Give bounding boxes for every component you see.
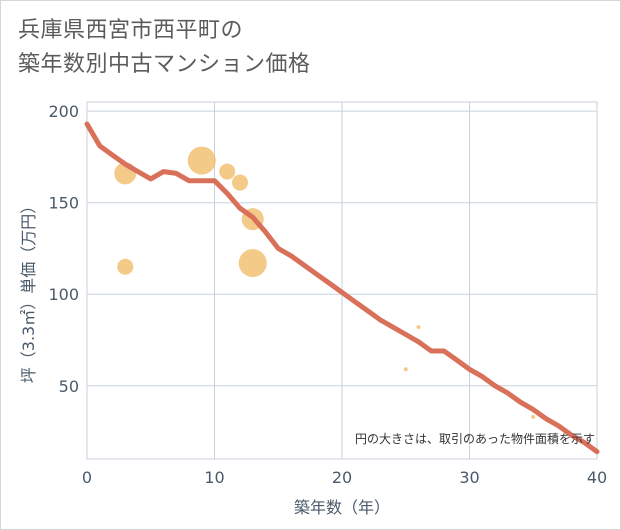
data-point bbox=[219, 163, 236, 180]
grid bbox=[86, 101, 598, 460]
size-annotation: 円の大きさは、取引のあった物件面積を示す bbox=[355, 431, 595, 446]
data-point bbox=[117, 258, 134, 275]
tick-labels: 0 10 20 30 40 50 100 150 200 bbox=[48, 102, 607, 487]
x-tick-label: 10 bbox=[204, 468, 224, 487]
data-point bbox=[403, 367, 408, 372]
data-point bbox=[232, 174, 248, 191]
y-axis-label: 坪（3.3㎡）単価（万円） bbox=[19, 198, 38, 383]
chart-title-line-2: 築年数別中古マンション価格 bbox=[18, 52, 311, 77]
chart-title-line-1: 兵庫県西宮市西平町の bbox=[18, 18, 244, 43]
y-tick-label: 100 bbox=[48, 285, 79, 304]
data-point bbox=[187, 146, 216, 175]
data-point bbox=[238, 249, 267, 278]
x-tick-label: 40 bbox=[587, 468, 607, 487]
series-line bbox=[84, 121, 600, 455]
y-tick-label: 150 bbox=[48, 194, 79, 213]
trend-line bbox=[84, 121, 600, 455]
x-tick-label: 30 bbox=[459, 468, 479, 487]
x-tick-label: 20 bbox=[332, 468, 352, 487]
data-point bbox=[531, 414, 536, 419]
x-axis-label: 築年数（年） bbox=[294, 498, 390, 517]
data-point bbox=[416, 325, 421, 330]
y-tick-label: 50 bbox=[59, 377, 79, 396]
y-tick-label: 200 bbox=[48, 102, 79, 121]
x-tick-label: 0 bbox=[82, 468, 92, 487]
chart-title: 兵庫県西宮市西平町の 築年数別中古マンション価格 bbox=[18, 14, 578, 82]
